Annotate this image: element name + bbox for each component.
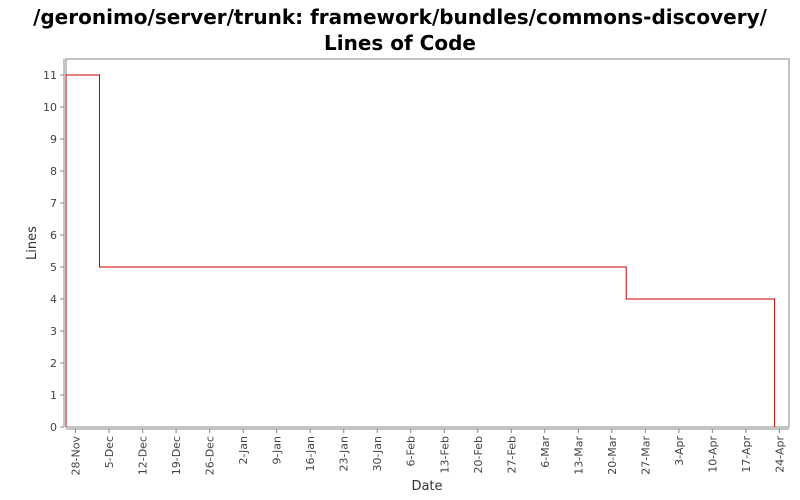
- x-tick-label: 3-Apr: [673, 436, 686, 466]
- y-tick-label: 9: [50, 133, 57, 146]
- y-tick-label: 8: [50, 165, 57, 178]
- x-tick-label: 20-Feb: [472, 436, 485, 473]
- x-tick-label: 12-Dec: [137, 436, 150, 475]
- y-tick-label: 2: [50, 357, 57, 370]
- y-tick-label: 0: [50, 421, 57, 434]
- x-tick-label: 27-Feb: [505, 436, 518, 473]
- x-tick-label: 30-Jan: [371, 436, 384, 472]
- y-tick-label: 11: [43, 69, 57, 82]
- y-tick-label: 1: [50, 389, 57, 402]
- x-tick-label: 20-Mar: [606, 436, 619, 475]
- x-tick-label: 24-Apr: [773, 436, 786, 473]
- x-tick-label: 6-Mar: [539, 436, 552, 468]
- x-tick-label: 5-Dec: [103, 436, 116, 468]
- y-tick-label: 7: [50, 197, 57, 210]
- series-line-lines: [65, 74, 776, 427]
- x-tick-label: 17-Apr: [740, 436, 753, 473]
- x-ticks: 28-Nov 5-Dec 12-Dec 19-Dec 26-Dec 2-Jan 9-Jan 1…: [70, 429, 786, 476]
- y-tick-label: 4: [50, 293, 57, 306]
- x-tick-label: 28-Nov: [70, 436, 83, 476]
- x-tick-label: 2-Jan: [237, 436, 250, 465]
- x-tick-label: 9-Jan: [271, 436, 284, 465]
- x-tick-label: 27-Mar: [639, 436, 652, 475]
- plot-frame: [65, 58, 790, 428]
- x-tick-label: 6-Feb: [405, 436, 418, 466]
- y-tick-label: 3: [50, 325, 57, 338]
- chart-title: /geronimo/server/trunk: framework/bundle…: [33, 5, 767, 55]
- y-axis-title: Lines: [25, 226, 40, 260]
- x-tick-label: 19-Dec: [170, 436, 183, 475]
- x-tick-label: 26-Dec: [204, 436, 217, 475]
- x-tick-label: 23-Jan: [338, 436, 351, 472]
- x-tick-label: 13-Feb: [438, 436, 451, 473]
- x-tick-label: 13-Mar: [572, 436, 585, 475]
- x-axis-title: Date: [411, 479, 442, 494]
- y-tick-label: 5: [50, 261, 57, 274]
- x-tick-label: 16-Jan: [304, 436, 317, 472]
- y-ticks: 0 1 2 3 4 5 6 7 8 9 10 11: [43, 69, 64, 434]
- y-tick-label: 10: [43, 101, 57, 114]
- x-tick-label: 10-Apr: [706, 436, 719, 473]
- y-tick-label: 6: [50, 229, 57, 242]
